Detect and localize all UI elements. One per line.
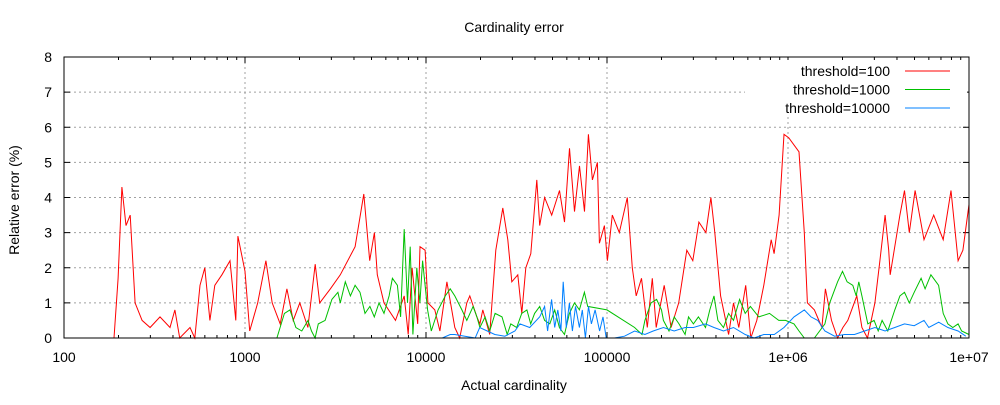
series-line: [276, 229, 970, 340]
y-tick-label: 8: [44, 49, 52, 65]
y-tick-label: 6: [44, 119, 52, 135]
y-tick-label: 2: [44, 260, 52, 276]
series-threshold=100: [113, 133, 970, 340]
x-axis-label: Actual cardinality: [461, 377, 567, 393]
x-tick-label: 1000: [229, 349, 260, 365]
y-tick-label: 1: [44, 295, 52, 311]
legend-label: threshold=10000: [785, 100, 890, 116]
series-threshold=10000: [442, 281, 967, 339]
y-tick-label: 3: [44, 225, 52, 241]
x-tick-label: 10000: [407, 349, 446, 365]
legend-label: threshold=100: [801, 63, 890, 79]
x-tick-label: 100000: [584, 349, 631, 365]
legend: threshold=100 threshold=1000 threshold=100…: [745, 60, 967, 116]
x-tick-label: 1e+06: [768, 349, 808, 365]
x-tick-label: 1e+07: [949, 349, 989, 365]
x-tick-label: 100: [52, 349, 76, 365]
series-line: [113, 133, 970, 340]
chart-title: Cardinality error: [464, 19, 564, 35]
series-threshold=1000: [276, 229, 970, 340]
y-tick-label: 7: [44, 84, 52, 100]
series-lines: [113, 133, 970, 340]
y-axis-label: Relative error (%): [6, 145, 22, 255]
plot-frame: [63, 56, 970, 339]
legend-background: [745, 60, 967, 116]
y-tick-label: 5: [44, 154, 52, 170]
y-tick-label: 4: [44, 190, 52, 206]
series-line: [442, 281, 967, 339]
legend-label: threshold=1000: [793, 82, 890, 98]
y-tick-label: 0: [44, 330, 52, 346]
